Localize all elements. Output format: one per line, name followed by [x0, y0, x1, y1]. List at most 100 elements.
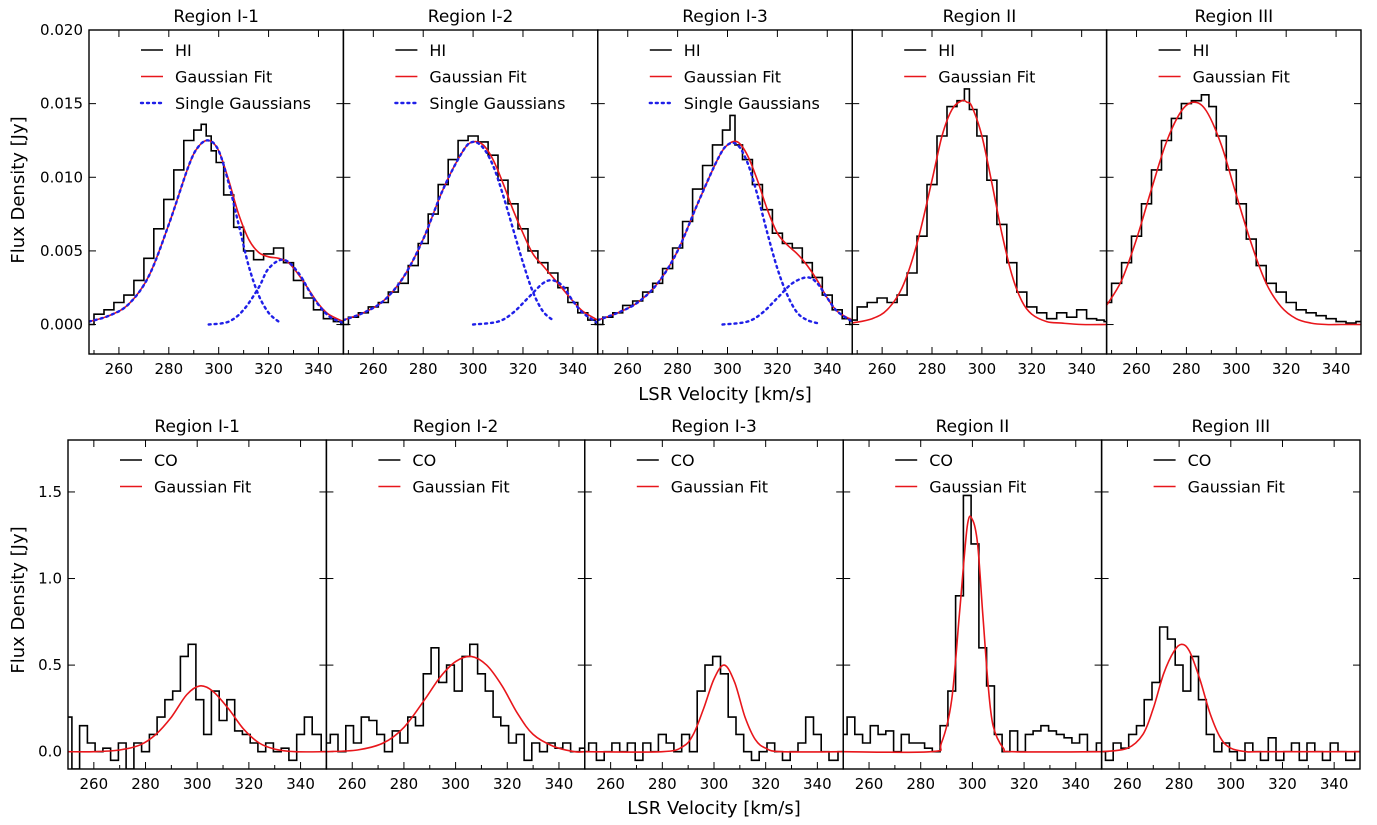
legend-label: CO	[412, 451, 436, 470]
x-tick-label: 340	[1061, 775, 1090, 793]
y-tick-label: 0.020	[40, 21, 83, 39]
legend: HI Gaussian Fit	[904, 41, 1035, 87]
x-tick-label: 300	[968, 360, 997, 378]
x-tick-label: 280	[663, 360, 692, 378]
single-gaussians-series	[89, 139, 280, 323]
top-row-ylabel: Flux Density [Jy]	[8, 116, 29, 263]
chart-panel: Region I-1 260 280 300 320 340 0.0 0.5 1.0 1.5 CO G…	[38, 417, 328, 793]
legend-label: HI	[684, 41, 701, 60]
co-series	[1101, 626, 1360, 762]
chart-panel: Region I-3 260 280 300 320 340 CO Gaussian Fit	[584, 417, 844, 793]
gaussian-fit-series	[68, 684, 327, 753]
legend-label: Gaussian Fit	[1193, 68, 1290, 87]
x-tick-label: 300	[700, 775, 729, 793]
x-tick-label: 260	[1113, 775, 1142, 793]
legend-label: Gaussian Fit	[154, 478, 251, 497]
co-series	[68, 643, 327, 769]
single-gaussians-series	[207, 258, 344, 326]
single-gaussians-series	[721, 276, 853, 326]
y-tick-label: 0.0	[38, 743, 62, 761]
x-tick-label: 320	[751, 775, 780, 793]
legend: HI Gaussian Fit Single Gaussians	[139, 41, 311, 113]
x-tick-label: 300	[459, 360, 488, 378]
gaussian-fit-series	[852, 99, 1107, 326]
chart-panel: Region I-2 260 280 300 320 340 CO Gaussian Fit	[325, 417, 586, 793]
x-tick-label: 340	[803, 775, 832, 793]
x-tick-label: 260	[613, 360, 642, 378]
chart-panel: Region I-2 260 280 300 320 340 HI Gaussian Fit S…	[342, 7, 599, 378]
legend-label: HI	[429, 41, 446, 60]
y-tick-label: 1.5	[38, 483, 62, 501]
single-gaussians-series	[471, 279, 598, 326]
x-tick-label: 260	[868, 360, 897, 378]
x-tick-label: 260	[105, 360, 134, 378]
panels-layer: Region I-1 260 280 300 320 340 0.000 0.005 0.010…	[38, 7, 1362, 793]
chart-panel: Region II 260 280 300 320 340 CO Gaussian Fit	[842, 417, 1103, 793]
x-tick-label: 280	[906, 775, 935, 793]
single-gaussians-series	[597, 141, 819, 325]
legend: HI Gaussian Fit Single Gaussians	[394, 41, 565, 113]
y-tick-label: 1.0	[38, 570, 62, 588]
x-tick-label: 280	[1172, 360, 1201, 378]
legend-label: HI	[938, 41, 955, 60]
x-tick-label: 320	[493, 775, 522, 793]
legend-label: Gaussian Fit	[684, 68, 781, 87]
gaussian-fit-series	[597, 140, 853, 321]
legend-label: CO	[929, 451, 953, 470]
legend-label: CO	[671, 451, 695, 470]
legend-label: Single Gaussians	[429, 94, 565, 113]
co-series	[843, 494, 1102, 753]
gaussian-fit-series	[584, 664, 844, 753]
legend-label: Single Gaussians	[684, 94, 820, 113]
x-tick-label: 260	[338, 775, 367, 793]
legend: HI Gaussian Fit Single Gaussians	[648, 41, 820, 113]
x-tick-label: 300	[441, 775, 470, 793]
hi-series	[1106, 94, 1361, 324]
x-tick-label: 260	[855, 775, 884, 793]
panel-title: Region I-2	[428, 7, 514, 27]
x-tick-label: 340	[813, 360, 842, 378]
x-tick-label: 300	[713, 360, 742, 378]
panel-title: Region II	[936, 417, 1010, 437]
panel-title: Region III	[1194, 7, 1273, 27]
x-tick-label: 280	[154, 360, 183, 378]
chart-panel: Region III 260 280 300 320 340 HI Gaussian Fit	[1105, 7, 1362, 378]
panel-title: Region III	[1191, 417, 1270, 437]
x-tick-label: 340	[304, 360, 333, 378]
chart-panel: Region II 260 280 300 320 340 HI Gaussian Fit	[851, 7, 1108, 378]
hi-series	[343, 135, 598, 326]
co-series	[326, 643, 585, 762]
bottom-row-ylabel: Flux Density [Jy]	[8, 526, 29, 673]
y-tick-label: 0.5	[38, 656, 62, 674]
co-series	[584, 655, 844, 762]
x-tick-label: 260	[596, 775, 625, 793]
legend: CO Gaussian Fit	[378, 451, 510, 497]
y-tick-label: 0.005	[40, 242, 83, 260]
gaussian-fit-series	[343, 140, 598, 321]
x-tick-label: 280	[918, 360, 947, 378]
x-tick-label: 280	[131, 775, 160, 793]
legend-label: Gaussian Fit	[1188, 478, 1285, 497]
panel-title: Region I-3	[671, 417, 757, 437]
legend-label: Gaussian Fit	[929, 478, 1026, 497]
legend-label: Gaussian Fit	[938, 68, 1035, 87]
x-tick-label: 320	[1272, 360, 1301, 378]
gaussian-fit-series	[843, 515, 1102, 754]
legend-label: Gaussian Fit	[429, 68, 526, 87]
gaussian-fit-series	[326, 655, 585, 753]
x-tick-label: 320	[1268, 775, 1297, 793]
legend-label: HI	[1193, 41, 1210, 60]
x-tick-label: 320	[1010, 775, 1039, 793]
x-tick-label: 300	[183, 775, 212, 793]
x-tick-label: 300	[1216, 775, 1245, 793]
hi-series	[852, 88, 1107, 323]
legend: CO Gaussian Fit	[895, 451, 1026, 497]
panel-title: Region I-3	[682, 7, 768, 27]
bottom-row-xlabel: LSR Velocity [km/s]	[627, 798, 800, 819]
x-tick-label: 280	[390, 775, 419, 793]
top-row-xlabel: LSR Velocity [km/s]	[638, 384, 811, 405]
panel-title: Region II	[943, 7, 1017, 27]
x-tick-label: 260	[359, 360, 388, 378]
x-tick-label: 300	[958, 775, 987, 793]
legend-label: Gaussian Fit	[412, 478, 509, 497]
